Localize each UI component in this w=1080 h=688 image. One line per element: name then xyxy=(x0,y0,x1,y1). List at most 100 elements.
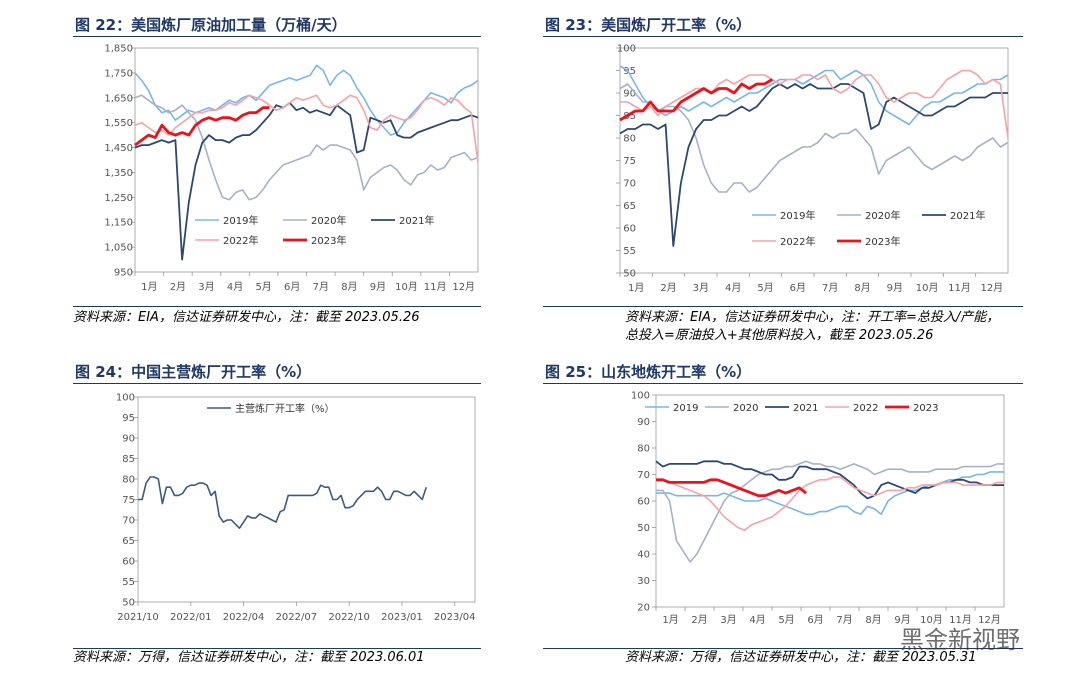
y-tick-label: 95 xyxy=(623,66,636,77)
y-tick-label: 80 xyxy=(623,134,636,145)
x-tick-label: 2022/04 xyxy=(223,612,265,623)
x-tick-label: 10月 xyxy=(395,281,418,293)
x-tick-label: 1月 xyxy=(141,281,157,293)
x-tick-label: 3月 xyxy=(693,282,709,294)
x-tick-label: 9月 xyxy=(887,282,903,294)
y-tick-label: 85 xyxy=(122,454,135,465)
x-tick-label: 2022/07 xyxy=(276,612,318,623)
series-line xyxy=(134,106,270,147)
y-tick-label: 40 xyxy=(637,550,650,561)
legend-label: 2021 xyxy=(793,403,818,414)
y-tick-label: 1,750 xyxy=(104,68,133,79)
title-rule xyxy=(73,36,481,37)
x-tick-label: 4月 xyxy=(227,281,243,293)
series-line xyxy=(619,83,1008,247)
x-tick-label: 1月 xyxy=(628,282,644,294)
x-tick-label: 6月 xyxy=(807,614,823,625)
x-tick-label: 2022/01 xyxy=(170,612,212,623)
figure-title: 图 23：美国炼厂开工率（%） xyxy=(545,16,752,34)
x-tick-label: 2023/04 xyxy=(434,612,476,623)
series-line xyxy=(656,476,1004,531)
legend-label: 2021年 xyxy=(399,214,434,227)
y-tick-label: 80 xyxy=(637,444,650,455)
series-line xyxy=(620,69,1009,139)
y-tick-label: 30 xyxy=(637,576,650,587)
plot-frame xyxy=(137,396,476,603)
x-tick-label: 12月 xyxy=(980,282,1003,294)
y-tick-label: 75 xyxy=(623,156,636,167)
series-line xyxy=(134,94,479,163)
legend-label: 2023 xyxy=(913,403,938,414)
y-tick-label: 50 xyxy=(122,598,135,609)
source-rule xyxy=(73,648,481,649)
y-tick-label: 100 xyxy=(116,393,135,404)
y-tick-label: 90 xyxy=(122,434,135,445)
y-tick-label: 65 xyxy=(623,201,636,212)
legend-label: 2022 xyxy=(853,403,878,414)
legend-label: 2023年 xyxy=(865,235,900,248)
x-tick-label: 4月 xyxy=(725,282,741,294)
x-tick-label: 3月 xyxy=(198,281,214,293)
x-tick-label: 6月 xyxy=(790,282,806,294)
y-tick-label: 100 xyxy=(617,44,636,55)
x-tick-label: 12月 xyxy=(978,614,1001,625)
y-tick-label: 75 xyxy=(122,495,135,506)
legend-label: 2023年 xyxy=(311,234,346,247)
x-tick-label: 11月 xyxy=(948,282,971,294)
legend-label: 2019 xyxy=(673,403,698,414)
x-tick-label: 3月 xyxy=(720,614,736,625)
legend-label: 2021年 xyxy=(950,209,985,222)
source-note: 资料来源：EIA，信达证券研发中心，注：截至 2023.05.26 xyxy=(73,310,420,325)
title-rule xyxy=(543,36,1023,37)
x-tick-label: 7月 xyxy=(836,614,852,625)
china-utilization-chart: 50 55 60 65 70 75 80 85 90 95 100 2021/10 2022/01 202… xyxy=(116,393,476,624)
y-tick-label: 85 xyxy=(623,111,636,122)
series-line xyxy=(656,471,1004,516)
x-tick-label: 7月 xyxy=(822,282,838,294)
title-rule xyxy=(73,383,481,384)
source-rule xyxy=(543,648,1023,649)
y-tick-label: 70 xyxy=(623,179,636,190)
series-line xyxy=(656,478,807,498)
watermark: 黑金新视野 xyxy=(900,626,1020,654)
series-line xyxy=(134,101,479,261)
x-tick-label: 5月 xyxy=(757,282,773,294)
y-tick-label: 90 xyxy=(623,89,636,100)
x-tick-label: 5月 xyxy=(778,614,794,625)
x-tick-label: 2022/10 xyxy=(328,612,370,623)
x-tick-label: 9月 xyxy=(894,614,910,625)
series-line xyxy=(134,94,479,201)
source-rule xyxy=(543,306,1023,307)
series-line xyxy=(656,460,1004,563)
y-tick-label: 1,650 xyxy=(104,93,133,104)
x-tick-label: 7月 xyxy=(313,281,329,293)
series-line xyxy=(138,476,428,529)
x-tick-label: 11月 xyxy=(949,614,972,625)
legend-label: 主营炼厂开工率（%） xyxy=(235,402,335,415)
y-tick-label: 950 xyxy=(114,268,133,279)
x-tick-label: 4月 xyxy=(749,614,765,625)
x-tick-label: 2021/10 xyxy=(117,612,159,623)
y-tick-label: 60 xyxy=(637,497,650,508)
y-tick-label: 1,350 xyxy=(104,168,133,179)
y-tick-label: 100 xyxy=(631,391,650,402)
refinery-throughput-chart: 950 1,050 1,150 1,250 1,350 1,450 1,550 1,650 1,… xyxy=(104,44,479,293)
y-tick-label: 1,050 xyxy=(104,243,133,254)
x-tick-label: 6月 xyxy=(284,281,300,293)
x-tick-label: 2月 xyxy=(691,614,707,625)
y-tick-label: 90 xyxy=(637,417,650,428)
x-tick-label: 8月 xyxy=(865,614,881,625)
title-rule xyxy=(543,383,1023,384)
plot-frame xyxy=(655,394,1005,608)
series-line xyxy=(619,78,773,122)
legend-label: 2019年 xyxy=(780,209,815,222)
x-tick-label: 9月 xyxy=(370,281,386,293)
y-tick-label: 20 xyxy=(637,603,650,614)
figure-title: 图 22：美国炼厂原油加工量（万桶/天） xyxy=(75,16,347,34)
legend-label: 2020年 xyxy=(311,214,346,227)
source-note: 资料来源：EIA，信达证券研发中心，注：开工率=总投入/产能， xyxy=(625,310,1000,325)
source-note: 资料来源：万得，信达证券研发中心，注：截至 2023.06.01 xyxy=(73,650,425,665)
y-tick-label: 65 xyxy=(122,536,135,547)
x-tick-label: 1月 xyxy=(662,614,678,625)
x-tick-label: 11月 xyxy=(424,281,447,293)
